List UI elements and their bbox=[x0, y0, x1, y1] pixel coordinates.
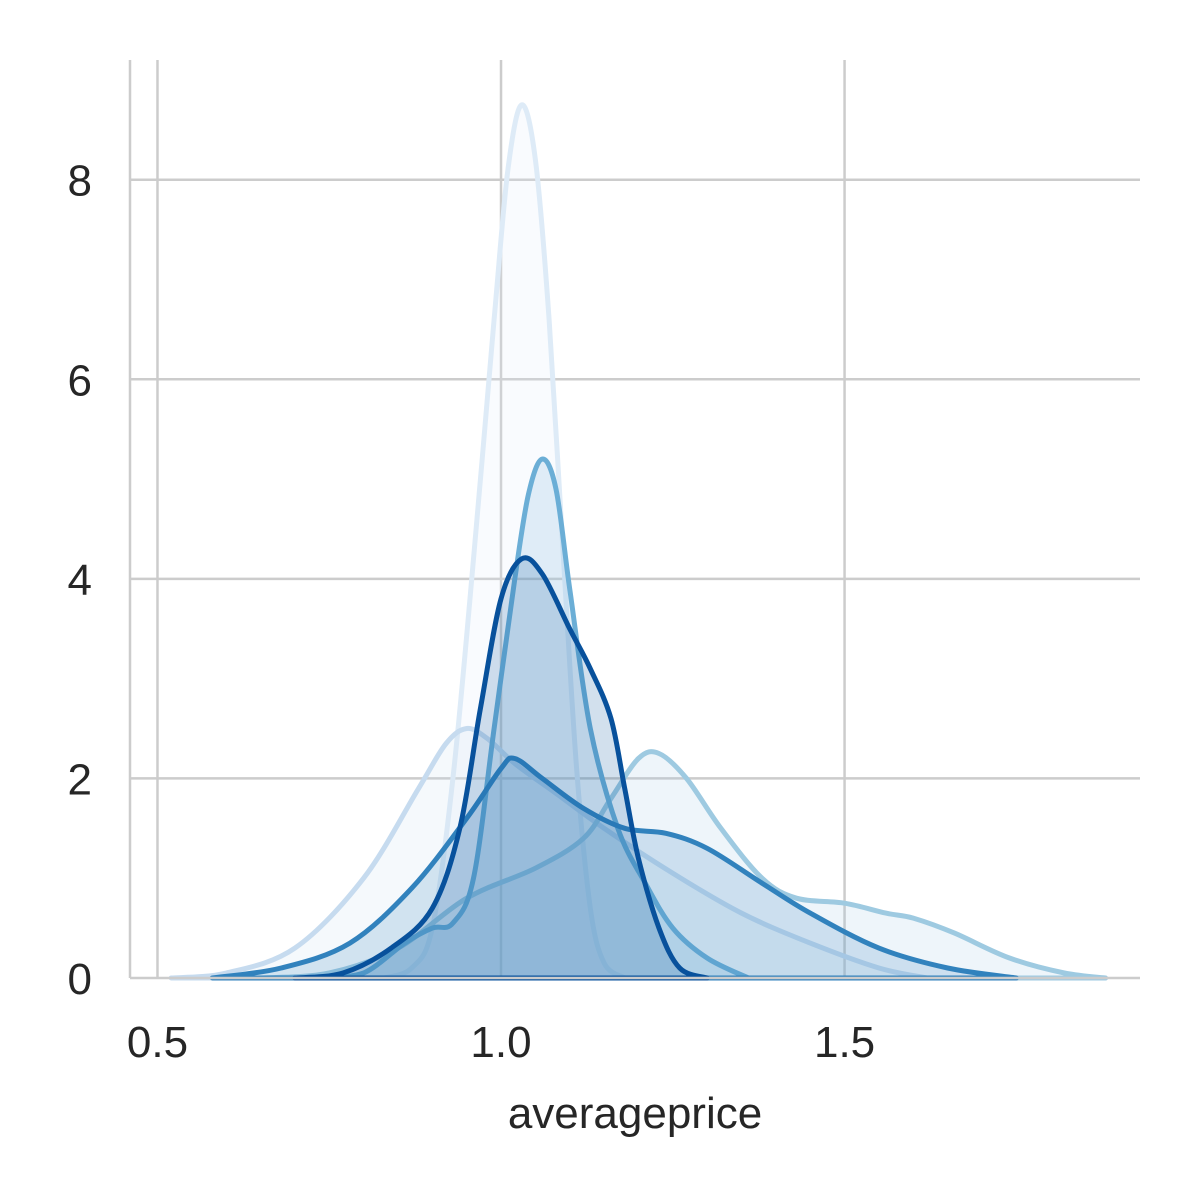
kde-series-6 bbox=[292, 555, 710, 981]
x-tick-label-0: 0.5 bbox=[127, 1018, 188, 1067]
y-tick-label-1: 2 bbox=[68, 755, 92, 804]
x-axis-label: averageprice bbox=[508, 1089, 762, 1138]
x-tick-label-2: 1.5 bbox=[814, 1018, 875, 1067]
kde-series-5 bbox=[209, 755, 1019, 981]
x-tick-label-1: 1.0 bbox=[470, 1018, 531, 1067]
tick-labels: 0.5 1.0 1.5 0 2 4 6 8 bbox=[68, 157, 876, 1067]
y-tick-label-2: 4 bbox=[68, 556, 92, 605]
y-tick-label-4: 8 bbox=[68, 157, 92, 206]
axis-spines bbox=[128, 60, 1140, 980]
kde-series-1 bbox=[381, 102, 628, 981]
y-tick-label-0: 0 bbox=[68, 955, 92, 1004]
kde-series-2 bbox=[168, 725, 930, 981]
y-tick-label-3: 6 bbox=[68, 356, 92, 405]
kde-series-group bbox=[168, 102, 1109, 981]
